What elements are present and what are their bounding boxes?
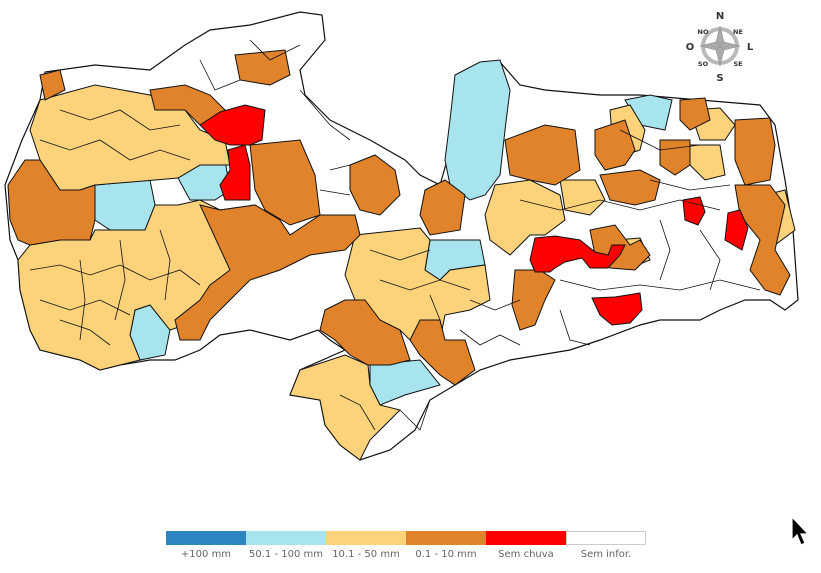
legend-label: 50.1 - 100 mm: [249, 549, 323, 560]
compass-northeast: NE: [733, 28, 743, 36]
compass-north: N: [716, 11, 724, 22]
compass-west: O: [686, 42, 695, 53]
legend-item-no-rain: Sem chuva: [486, 531, 566, 560]
legend-item-0.1-10: 0.1 - 10 mm: [406, 531, 486, 560]
legend-item-10-50: 10.1 - 50 mm: [326, 531, 406, 560]
legend-swatch: [246, 531, 326, 545]
municipal-boundaries: [29, 39, 761, 431]
legend-swatch: [486, 531, 566, 545]
legend-swatch: [406, 531, 486, 545]
legend-item-50-100: 50.1 - 100 mm: [246, 531, 326, 560]
legend-label: Sem infor.: [580, 549, 632, 560]
compass-east: L: [747, 42, 754, 53]
mouse-pointer-icon: [791, 516, 810, 546]
legend-label: Sem chuva: [498, 549, 554, 560]
region-50-100mm: [94, 59, 673, 406]
legend-item-no-info: Sem infor.: [566, 531, 646, 560]
region-0.1-10mm: [7, 49, 791, 386]
compass-rose-icon: N S L O NE NO SE SO: [686, 11, 754, 84]
legend-swatch: [566, 531, 646, 545]
compass-southwest: SO: [698, 60, 709, 68]
legend-label: +100 mm: [180, 549, 232, 560]
legend-swatch: [326, 531, 406, 545]
legend-swatch: [166, 531, 246, 545]
legend: +100 mm 50.1 - 100 mm 10.1 - 50 mm 0.1 -…: [166, 531, 646, 560]
compass-northwest: NO: [698, 28, 709, 36]
legend-label: 10.1 - 50 mm: [332, 549, 400, 560]
compass-south: S: [716, 73, 723, 84]
compass-southeast: SE: [733, 60, 742, 68]
legend-item-100-plus: +100 mm: [166, 531, 246, 560]
legend-label: 0.1 - 10 mm: [415, 549, 477, 560]
region-no-rain: [199, 104, 749, 326]
